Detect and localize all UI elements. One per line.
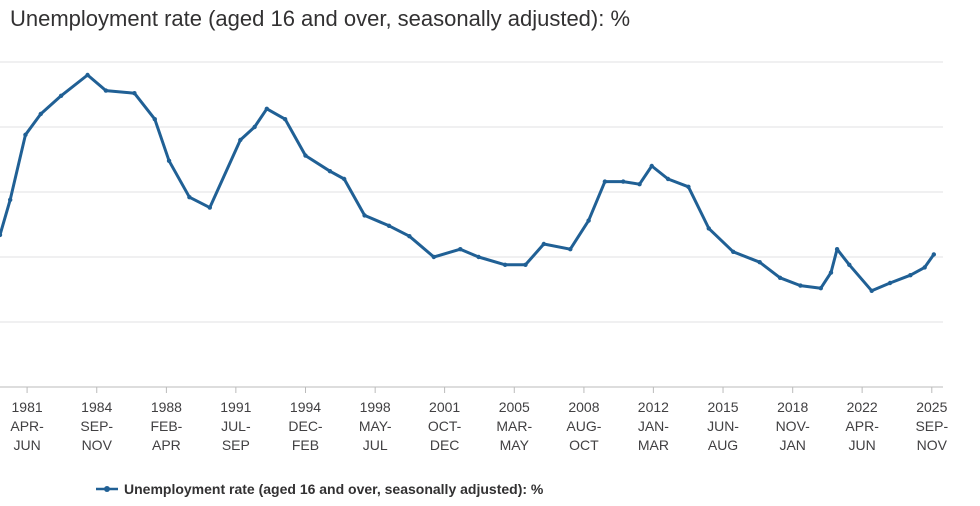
data-point [431, 254, 437, 260]
data-point [264, 106, 270, 112]
x-tick-label: 1991 JUL-SEP [220, 399, 251, 453]
x-tick-label: 2018 NOV-JAN [776, 399, 811, 453]
data-point [342, 176, 347, 182]
data-point [303, 153, 308, 158]
data-point [731, 249, 736, 254]
data-point [166, 158, 172, 163]
data-point [869, 288, 874, 293]
data-point [686, 184, 691, 189]
data-point [407, 234, 412, 239]
x-tick-label: 1994 DEC-FEB [288, 399, 323, 453]
x-tick-label: 2015 JUN-AUG [707, 399, 739, 453]
data-point [476, 254, 481, 260]
x-tick-label: 2025 SEP-NOV [915, 399, 948, 453]
data-point [818, 286, 823, 291]
x-tick-label: 2001 OCT-DEC [428, 399, 462, 453]
x-tick-label: 1988 FEB-APR [150, 399, 182, 453]
data-point [637, 182, 642, 187]
data-point [238, 137, 243, 143]
data-point [602, 179, 608, 184]
data-point [706, 226, 711, 231]
x-tick-label: 2008 AUG-OCT [566, 399, 601, 453]
data-point [502, 262, 508, 267]
data-point [207, 205, 212, 210]
x-tick-label: 1984 SEP-NOV [80, 399, 113, 453]
data-point [828, 270, 834, 275]
data-point [757, 260, 762, 265]
data-point [621, 179, 626, 184]
data-point [523, 262, 528, 267]
data-point [777, 275, 783, 280]
data-point [38, 111, 43, 117]
data-point [922, 265, 927, 270]
x-tick-label: 1998 MAY-JUL [359, 399, 392, 453]
data-point [0, 232, 3, 238]
data-point [541, 241, 547, 247]
data-point [7, 197, 13, 202]
x-tick-label: 1981 APR-JUN [10, 399, 44, 453]
data-point [649, 163, 654, 169]
data-point [362, 213, 367, 218]
data-point [152, 117, 157, 122]
chart-title: Unemployment rate (aged 16 and over, sea… [10, 6, 630, 31]
data-point [187, 195, 192, 200]
data-point [586, 218, 591, 223]
data-point [85, 72, 90, 78]
data-point [798, 283, 803, 288]
data-point [834, 247, 840, 252]
data-point [568, 247, 573, 252]
data-point [58, 93, 64, 99]
data-point [327, 169, 333, 174]
data-point [887, 280, 893, 286]
legend-label: Unemployment rate (aged 16 and over, sea… [124, 481, 544, 497]
data-point [665, 176, 671, 182]
series-line [0, 73, 936, 293]
data-point [252, 124, 257, 130]
legend-marker [104, 486, 110, 492]
x-tick-label: 2022 APR-JUN [845, 399, 879, 453]
data-point [282, 117, 288, 122]
x-tick-label: 2005 MAR-MAY [496, 399, 532, 453]
data-point [103, 88, 109, 93]
data-point [931, 252, 937, 257]
data-point [132, 91, 137, 96]
data-point [847, 262, 852, 267]
data-point [23, 132, 28, 137]
data-point [386, 223, 392, 228]
data-point [458, 247, 463, 252]
x-tick-label: 2012 JAN-MAR [638, 399, 669, 453]
data-point [908, 273, 913, 278]
